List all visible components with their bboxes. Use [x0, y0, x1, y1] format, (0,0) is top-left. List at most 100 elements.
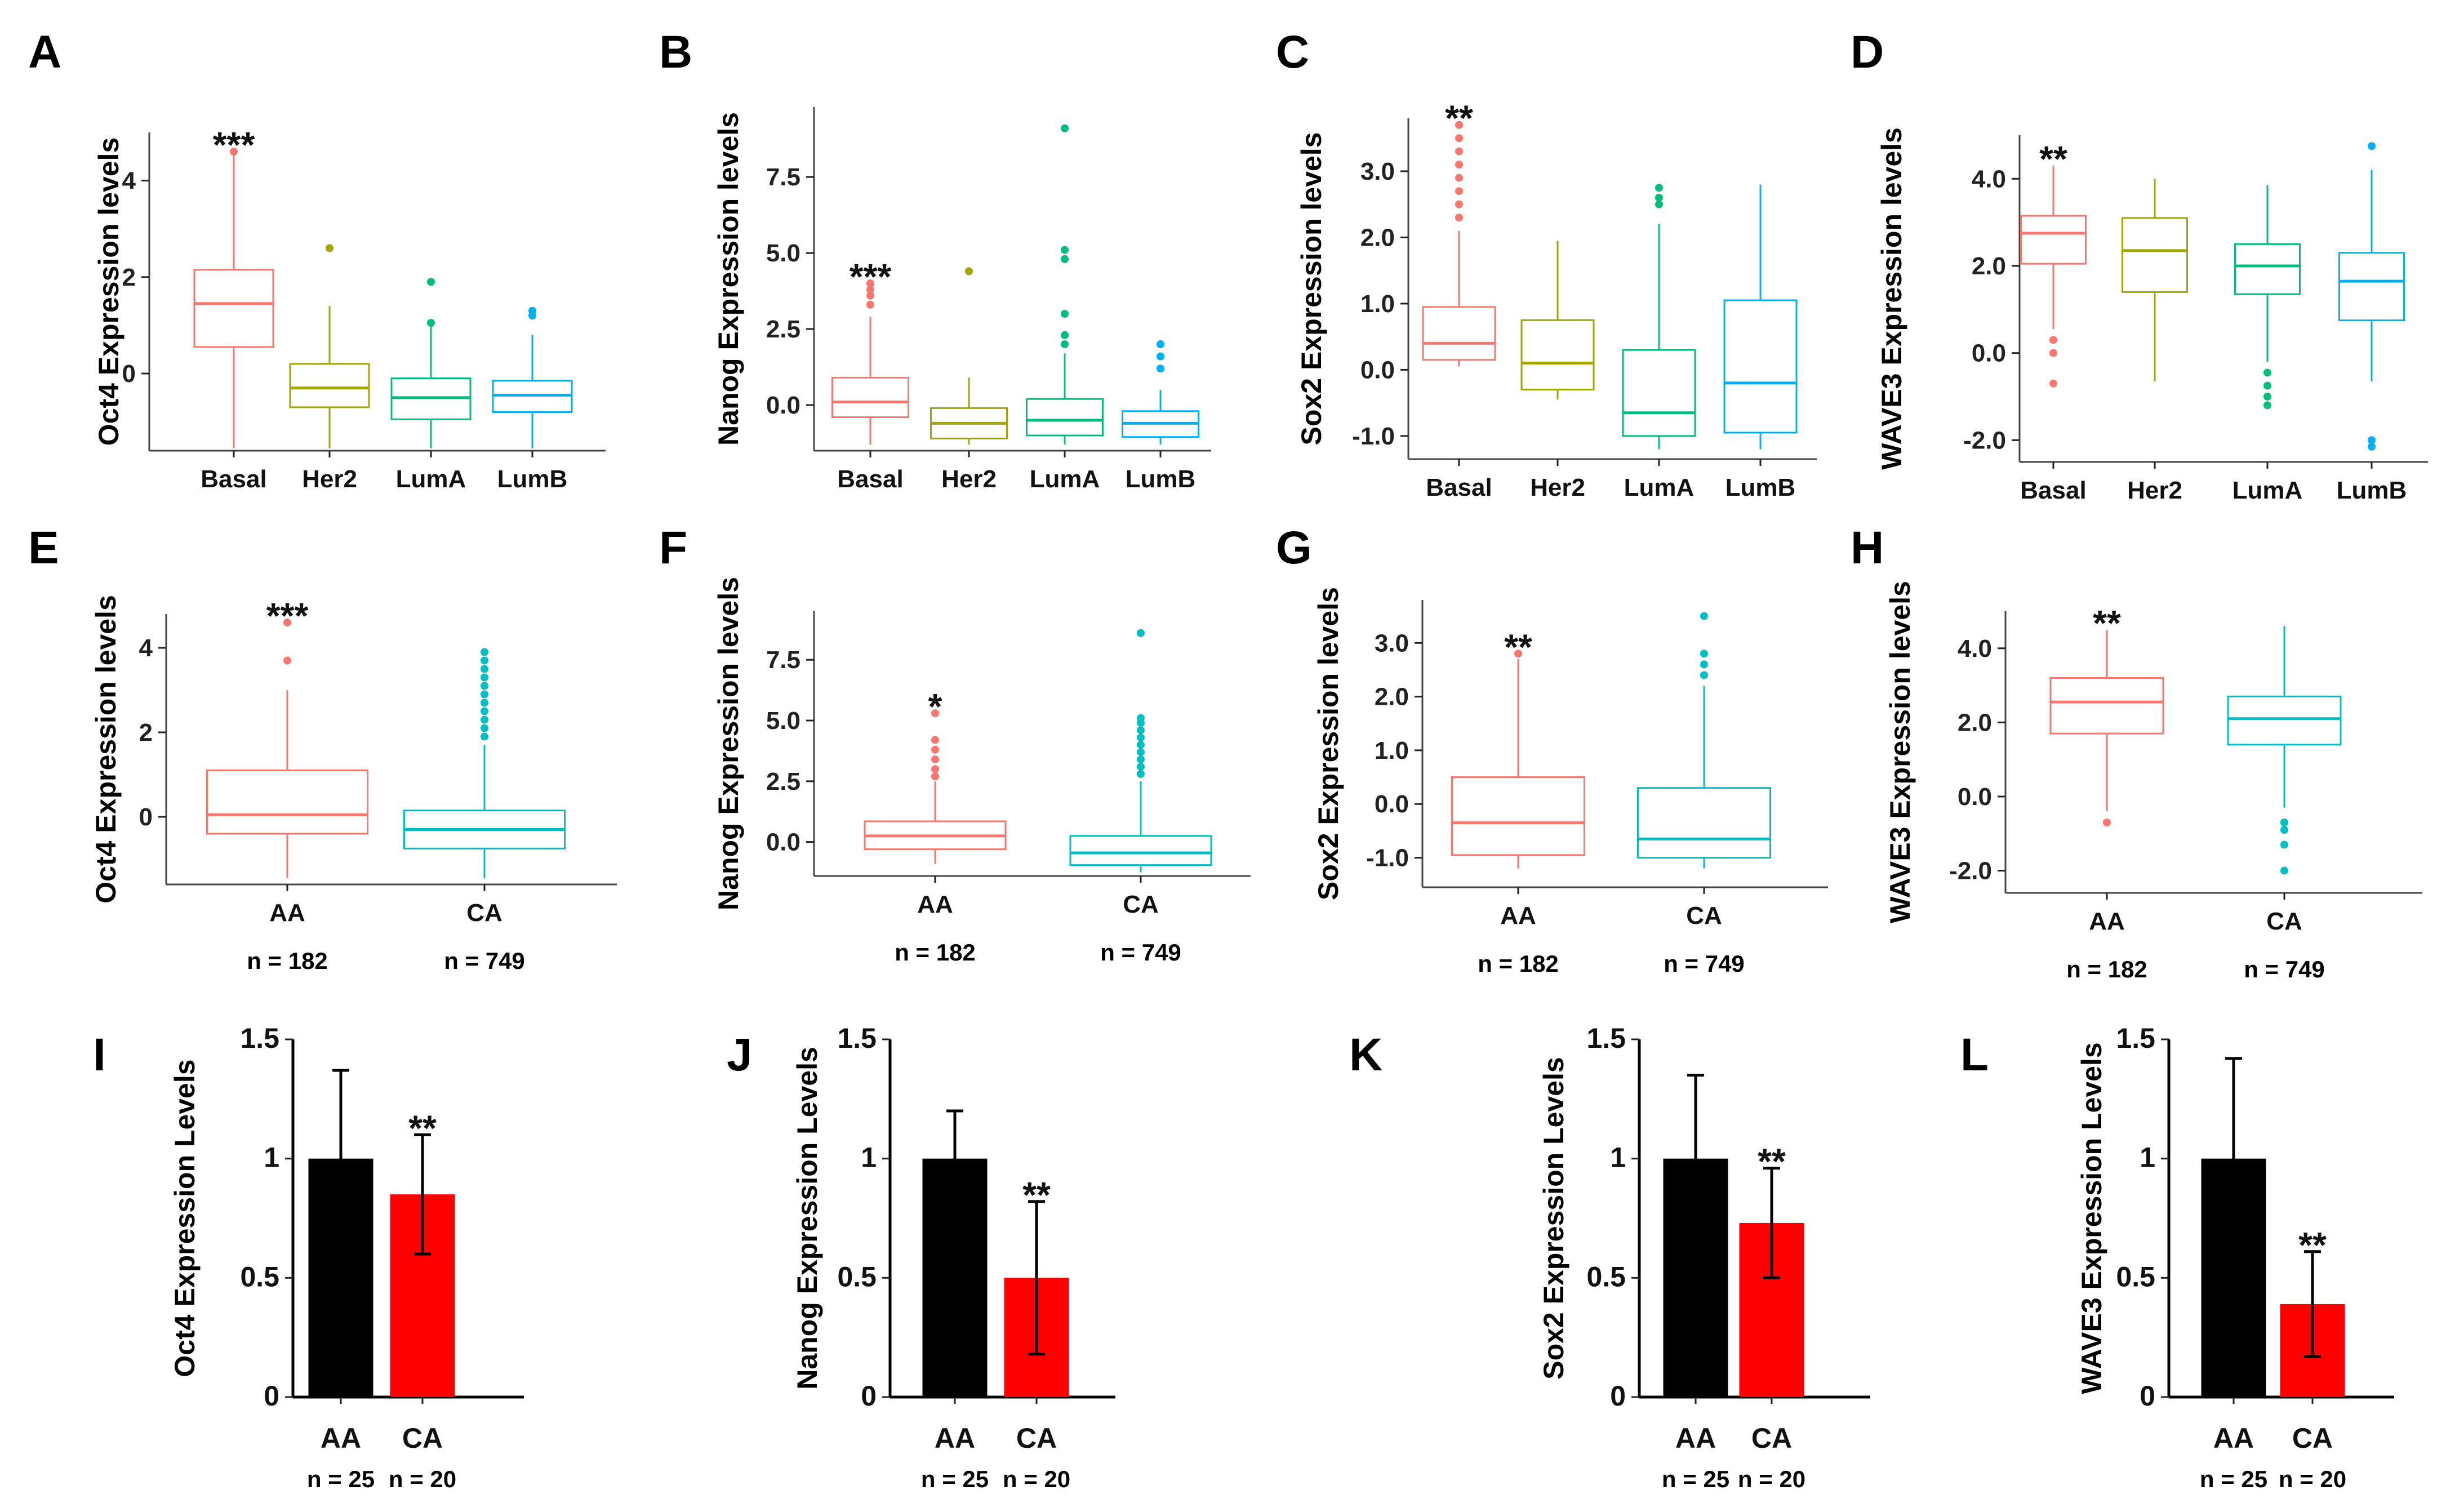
box-iqr [1026, 398, 1104, 437]
y-axis-label: Nanog Expression Levels [791, 1047, 823, 1390]
n-label: n = 749 [444, 948, 525, 974]
outlier-point [931, 755, 939, 764]
outlier-point [481, 690, 488, 699]
y-tick-label: 5.0 [766, 707, 800, 735]
panel-k: K Sox2 Expression Levels 0 0.5 1 1.5 AA n = 25 C… [1349, 1022, 1870, 1492]
outlier-point [2049, 336, 2057, 344]
panel-j: J Nanog Expression Levels 0 0.5 1 1.5 AA n = 25… [727, 1022, 1115, 1492]
x-tick-label: CA [402, 1422, 443, 1454]
x-tick-label: LumB [1126, 465, 1196, 493]
x-tick-label: AA [321, 1422, 361, 1454]
box-her2 [2122, 179, 2188, 381]
y-tick-label: 1 [2140, 1142, 2155, 1173]
bar-ca [1004, 1200, 1069, 1397]
x-tick-label: CA [1016, 1422, 1057, 1454]
outlier-point [481, 724, 488, 732]
outlier-point [2263, 381, 2271, 390]
box-her2 [930, 267, 1008, 445]
outlier-point [528, 312, 536, 320]
y-tick-label: 0 [122, 360, 136, 388]
outlier-point [2263, 368, 2271, 377]
y-tick-label: 7.5 [766, 163, 800, 191]
significance-marker: *** [266, 595, 309, 636]
y-axis-label: Sox2 Expression levels [1313, 587, 1344, 900]
outlier-point [2368, 442, 2376, 451]
outlier-point [866, 279, 874, 288]
outlier-point [2280, 866, 2288, 875]
x-tick-label: Basal [837, 465, 903, 493]
panel-letter: D [1851, 26, 1884, 78]
box-luma [390, 278, 472, 448]
y-tick-label: 2.5 [766, 315, 800, 343]
y-axis-label: Oct4 Expression levels [93, 137, 124, 446]
panel-letter: K [1349, 1029, 1382, 1080]
outlier-point [1137, 629, 1145, 637]
outlier-point [1137, 748, 1145, 757]
box-aa [206, 619, 368, 878]
box-iqr [289, 363, 370, 408]
outlier-point [1700, 671, 1708, 679]
y-tick-label: 1.5 [837, 1022, 877, 1054]
outlier-point [931, 765, 939, 773]
x-tick-label: AA [935, 1422, 975, 1454]
outlier-point [481, 707, 488, 715]
box-lumb [492, 306, 573, 448]
y-axis-label: WAVE3 Expression Levels [2076, 1042, 2107, 1394]
outlier-point [1514, 650, 1522, 658]
y-tick-label: 3.0 [1360, 158, 1395, 185]
box-aa [1451, 650, 1585, 869]
box-iqr [1451, 776, 1585, 856]
y-tick-label: 0.0 [1958, 783, 1992, 811]
y-tick-label: 2.0 [1958, 709, 1992, 736]
significance-marker: ** [1445, 98, 1473, 139]
outlier-point [2368, 436, 2376, 444]
x-tick-label: CA [2292, 1422, 2333, 1454]
significance-marker: ** [1504, 626, 1532, 667]
outlier-point [481, 682, 488, 690]
x-tick-label: Basal [1426, 474, 1492, 501]
panel-c: C Sox2 Expression levels -1.0 0.0 1.0 2.0 3.0 B… [1276, 26, 1817, 501]
outlier-point [2368, 142, 2376, 150]
x-tick-label: AA [1500, 902, 1536, 930]
box-aa [864, 709, 1007, 864]
outlier-point [1157, 364, 1164, 373]
box-basal [193, 148, 274, 448]
outlier-point [965, 267, 973, 275]
y-tick-label: 5.0 [766, 239, 800, 267]
y-tick-label: 1 [264, 1142, 279, 1173]
bar-aa [308, 1069, 373, 1397]
bar-ca [1739, 1167, 1804, 1397]
significance-marker: ** [408, 1108, 437, 1148]
outlier-point [1137, 726, 1145, 735]
y-tick-label: 0.5 [240, 1261, 279, 1292]
x-tick-label: Her2 [941, 465, 997, 493]
box-iqr [1723, 299, 1798, 434]
outlier-point [1137, 741, 1145, 749]
outlier-point [481, 732, 488, 741]
panel-letter: F [659, 522, 687, 573]
y-tick-label: 0.5 [837, 1261, 877, 1292]
y-tick-label: 3.0 [1375, 629, 1409, 657]
y-tick-label: 0 [264, 1380, 279, 1412]
x-tick-label: Her2 [302, 465, 357, 493]
y-tick-label: -1.0 [1366, 844, 1409, 872]
outlier-point [2049, 379, 2057, 388]
box-her2 [1520, 241, 1595, 400]
box-iqr [2234, 243, 2301, 295]
outlier-point [1655, 200, 1663, 208]
n-label: n = 749 [2244, 956, 2325, 982]
outlier-point [1700, 612, 1708, 620]
x-tick-label: Basal [2020, 477, 2086, 504]
n-label: n = 25 [2200, 1466, 2267, 1492]
y-axis-label: Sox2 Expression levels [1296, 132, 1327, 446]
outlier-point [481, 648, 488, 656]
outlier-point [1137, 770, 1145, 778]
box-ca [403, 648, 566, 878]
outlier-point [2263, 401, 2271, 410]
outlier-point [481, 665, 488, 673]
outlier-point [931, 709, 939, 718]
y-tick-label: 2.5 [766, 768, 800, 795]
y-tick-label: 4.0 [1972, 165, 2006, 193]
